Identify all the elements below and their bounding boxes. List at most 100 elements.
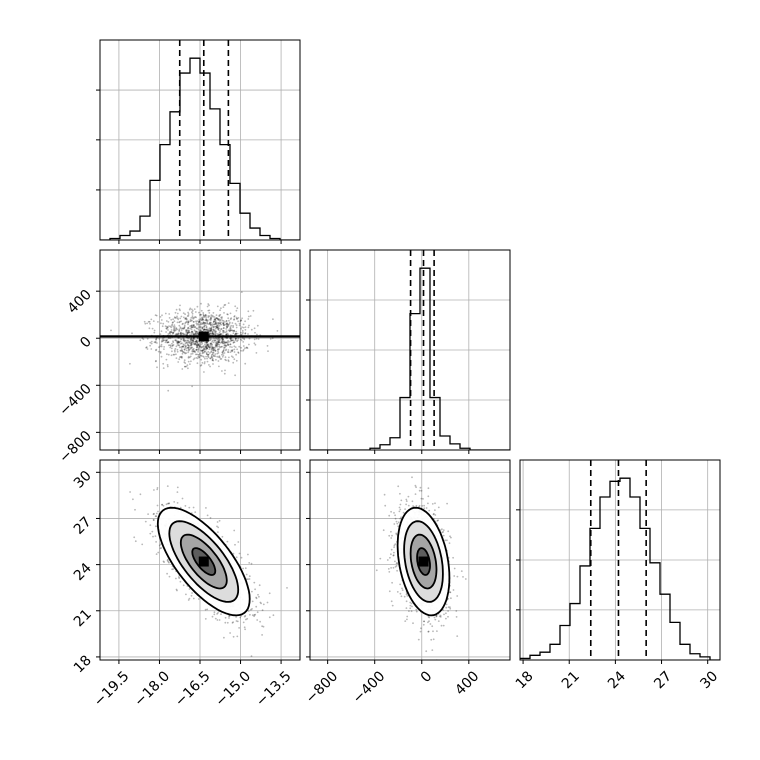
- scatter-point: [218, 619, 221, 621]
- scatter-point: [217, 612, 219, 614]
- scatter-point: [226, 344, 229, 346]
- scatter-point: [187, 355, 190, 358]
- scatter-point: [183, 351, 186, 354]
- scatter-point: [213, 328, 215, 331]
- scatter-point: [187, 346, 189, 349]
- scatter-point: [256, 333, 258, 336]
- scatter-point: [211, 346, 214, 348]
- scatter-point: [222, 327, 225, 330]
- scatter-point: [153, 512, 155, 515]
- scatter-point: [387, 568, 390, 570]
- scatter-point: [197, 321, 200, 323]
- scatter-point: [177, 333, 180, 336]
- scatter-point: [214, 318, 217, 321]
- scatter-point: [164, 312, 167, 315]
- scatter-point: [191, 308, 193, 311]
- scatter-point: [258, 595, 260, 598]
- scatter-point: [190, 341, 193, 344]
- scatter-point: [224, 621, 227, 624]
- scatter-point: [176, 333, 179, 336]
- scatter-point: [183, 316, 185, 319]
- y-tick-label: 24: [71, 560, 95, 584]
- scatter-point: [240, 333, 242, 336]
- scatter-point: [178, 321, 181, 324]
- scatter-point: [213, 355, 215, 357]
- scatter-point: [184, 342, 187, 345]
- x-tick-label: −16.5: [172, 668, 214, 710]
- scatter-point: [226, 326, 229, 329]
- scatter-point: [239, 338, 242, 341]
- scatter-point: [456, 635, 459, 637]
- scatter-point: [208, 329, 211, 332]
- scatter-point: [157, 510, 159, 513]
- scatter-point: [213, 323, 216, 326]
- scatter-point: [191, 350, 194, 353]
- scatter-point: [218, 365, 220, 368]
- scatter-point: [254, 331, 256, 334]
- scatter-point: [192, 350, 195, 353]
- scatter-point: [195, 331, 198, 334]
- scatter-point: [235, 324, 238, 327]
- scatter-point: [207, 354, 209, 356]
- scatter-point: [215, 358, 217, 361]
- scatter-point: [223, 344, 226, 346]
- scatter-point: [209, 321, 212, 324]
- scatter-point: [204, 608, 207, 611]
- scatter-point: [183, 359, 186, 362]
- scatter-point: [207, 356, 210, 359]
- scatter-point: [183, 326, 186, 329]
- scatter-point: [215, 323, 218, 325]
- scatter-point: [259, 601, 262, 604]
- scatter-point: [440, 624, 443, 627]
- scatter-point: [207, 345, 210, 347]
- scatter-point: [234, 543, 236, 546]
- scatter-point: [223, 324, 226, 326]
- scatter-point: [165, 339, 168, 342]
- scatter-point: [193, 338, 196, 341]
- scatter-point: [197, 331, 200, 334]
- scatter-point: [420, 627, 422, 630]
- scatter-point: [215, 321, 217, 324]
- scatter-point: [234, 374, 237, 377]
- scatter-point: [211, 353, 214, 356]
- scatter-point: [218, 356, 221, 359]
- scatter-point: [194, 343, 197, 345]
- scatter-point: [202, 314, 205, 317]
- scatter-point: [455, 610, 458, 612]
- scatter-point: [446, 539, 448, 542]
- scatter-point: [217, 323, 220, 326]
- scatter-point: [180, 327, 182, 330]
- scatter-point: [209, 332, 212, 335]
- scatter-point: [187, 323, 189, 326]
- scatter-point: [216, 521, 219, 523]
- scatter-point: [218, 324, 221, 327]
- scatter-point: [222, 352, 224, 355]
- scatter-point: [232, 635, 235, 638]
- scatter-point: [176, 342, 179, 344]
- scatter-point: [185, 330, 187, 332]
- scatter-point: [229, 337, 232, 340]
- scatter-point: [170, 329, 173, 331]
- scatter-point: [268, 616, 271, 619]
- scatter-point: [196, 357, 199, 360]
- scatter-point: [197, 328, 200, 331]
- scatter-point: [445, 612, 447, 615]
- scatter-point: [159, 547, 162, 550]
- scatter-point: [449, 607, 452, 610]
- scatter-point: [237, 351, 240, 354]
- scatter-point: [148, 327, 151, 330]
- scatter-point: [232, 552, 235, 555]
- scatter-point: [221, 535, 224, 538]
- scatter-point: [178, 577, 181, 579]
- scatter-point: [185, 593, 187, 596]
- scatter-point: [167, 321, 170, 323]
- scatter-point: [422, 498, 424, 500]
- scatter-point: [197, 344, 200, 347]
- scatter-point: [222, 350, 225, 352]
- scatter-point: [216, 352, 219, 355]
- scatter-point: [216, 343, 219, 345]
- scatter-point: [221, 337, 224, 339]
- scatter-point: [214, 339, 217, 342]
- scatter-point: [229, 346, 232, 348]
- scatter-point: [236, 317, 239, 320]
